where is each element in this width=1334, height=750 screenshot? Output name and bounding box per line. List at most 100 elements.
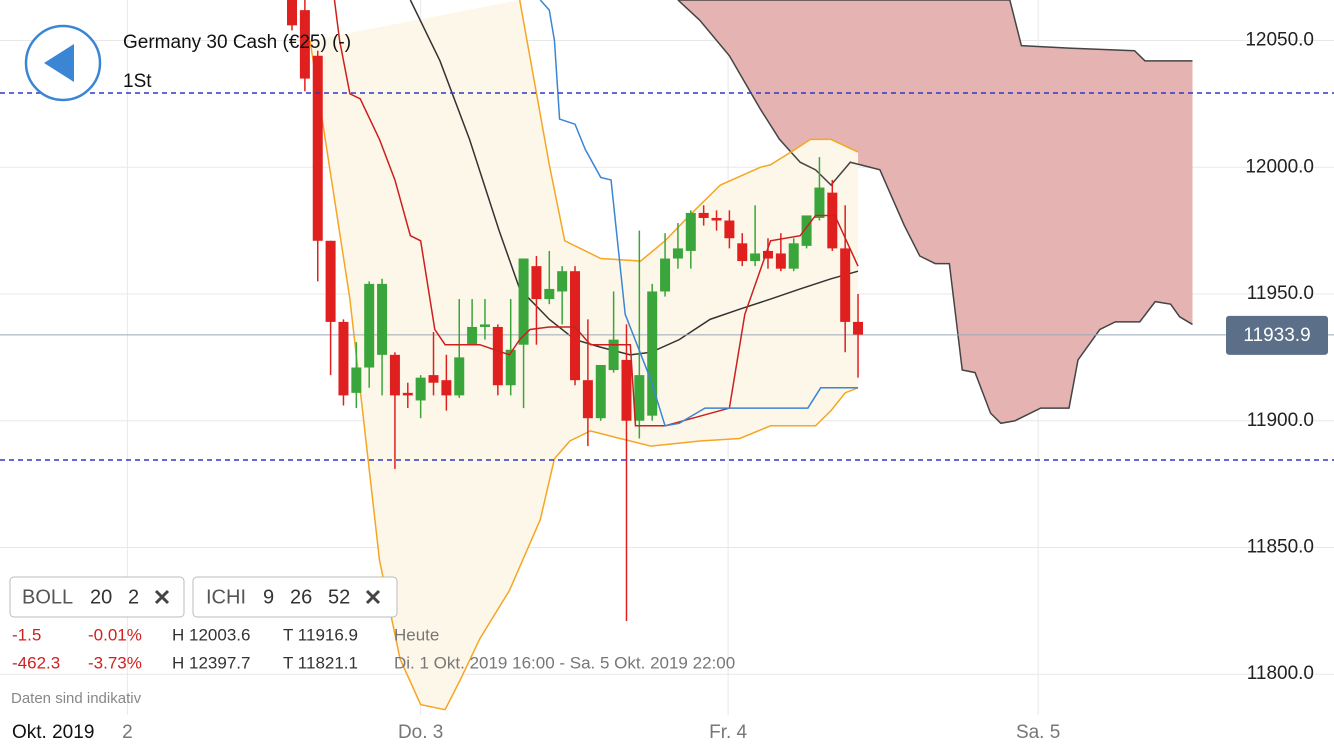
- bollinger-lower: [309, 40, 859, 711]
- candle-body: [351, 367, 362, 393]
- candle-body: [840, 248, 851, 322]
- y-tick-label: 11850.0: [1247, 536, 1314, 557]
- stat: -1.5: [12, 625, 41, 644]
- indicator-box[interactable]: [9, 576, 185, 618]
- axis-labels: 11800.0 11850.0 11900.0 11950.0 12000.0 12050…: [122, 30, 1328, 743]
- candle-body: [698, 212, 709, 218]
- cloud-span-b: [677, 0, 1193, 425]
- stat: H 12397.7: [172, 653, 250, 672]
- indicator-param: 20: [90, 586, 112, 608]
- last-price-box: [1226, 315, 1328, 355]
- candle-body: [685, 212, 696, 251]
- candle-body: [570, 271, 581, 381]
- candle-body: [479, 324, 490, 327]
- candle-body: [338, 321, 349, 396]
- candle-body: [582, 380, 593, 419]
- plot-area: [0, 0, 1334, 711]
- indicator-name: ICHI: [206, 586, 246, 608]
- y-tick-label: 12000.0: [1245, 156, 1314, 177]
- stat: T 11821.1: [283, 653, 358, 672]
- candle-body: [647, 291, 658, 416]
- x-tick-label: Fr. 4: [709, 722, 747, 743]
- candle-body: [853, 321, 864, 335]
- candle-body: [557, 271, 568, 292]
- remove-icon[interactable]: [365, 589, 381, 605]
- candle-body: [814, 187, 825, 218]
- candle-body: [454, 357, 465, 396]
- stat: Di. 1 Okt. 2019 16:00 - Sa. 5 Okt. 2019 …: [394, 653, 735, 672]
- y-tick-label: 11800.0: [1247, 663, 1314, 684]
- cloud-fill: [677, 0, 1193, 424]
- indicator-boll[interactable]: BOLL 20 2: [9, 576, 185, 618]
- period-box: [0, 716, 116, 750]
- candle-body: [364, 283, 375, 368]
- candle-body: [775, 253, 786, 269]
- candle-body: [402, 392, 413, 396]
- candle-body: [621, 359, 632, 421]
- candle-body: [672, 248, 683, 259]
- indicator-name: BOLL: [22, 586, 73, 608]
- stat: -462.3: [12, 653, 60, 672]
- stat: H 12003.6: [172, 625, 250, 644]
- candle-body: [287, 0, 298, 26]
- stat: -3.73%: [88, 653, 142, 672]
- candle-body: [325, 240, 336, 322]
- candle-body: [299, 10, 310, 79]
- candle-body: [377, 283, 388, 355]
- remove-icon[interactable]: [154, 589, 170, 605]
- ichimoku-tenkan: [333, 0, 859, 427]
- indicator-param: 2: [128, 586, 139, 608]
- candle-body: [750, 253, 761, 262]
- candle-body: [788, 243, 799, 269]
- ichimoku-kijun: [539, 0, 859, 427]
- instrument-title: Germany 30 Cash (€25) (-): [123, 32, 351, 53]
- candle-body: [762, 250, 773, 259]
- y-tick-label: 12050.0: [1245, 30, 1314, 51]
- stats: -1.5 -0.01% H 12003.6 T 11916.9 Heute -462.3 -…: [12, 625, 735, 672]
- candle-body: [801, 215, 812, 246]
- x-tick-label: Sa. 5: [1016, 722, 1060, 743]
- cloud-span-a: [677, 0, 1193, 62]
- candle-body: [428, 375, 439, 383]
- indicator-box[interactable]: [192, 576, 398, 618]
- candle-body: [415, 377, 426, 401]
- candle-body: [634, 375, 645, 421]
- stat: -0.01%: [88, 625, 142, 644]
- x-tick-label: Do. 3: [398, 722, 443, 743]
- y-tick-label: 11950.0: [1247, 283, 1314, 304]
- candle-body: [505, 349, 516, 386]
- candle-body: [441, 380, 452, 396]
- candle-body: [608, 339, 619, 371]
- last-price-label: 11933.9: [1243, 325, 1310, 346]
- bollinger-upper: [518, 0, 859, 262]
- candle-body: [312, 55, 323, 241]
- candle-body: [711, 217, 722, 221]
- y-tick-label: 11900.0: [1247, 410, 1314, 431]
- candle-body: [531, 266, 542, 300]
- candle-body: [595, 364, 606, 419]
- period-label: Okt. 2019: [12, 722, 94, 743]
- candle-body: [389, 354, 400, 396]
- interval: 1St: [123, 71, 152, 92]
- indicator-ichi[interactable]: ICHI 9 26 52: [192, 576, 398, 618]
- candle-body: [544, 288, 555, 300]
- candle-body: [724, 220, 735, 239]
- disclaimer: Daten sind indikativ: [11, 690, 142, 707]
- candle-body: [518, 258, 529, 345]
- candle-body: [492, 326, 503, 386]
- stat: Heute: [394, 625, 439, 644]
- candle-body: [660, 258, 671, 292]
- candle-body: [467, 326, 478, 345]
- back-button[interactable]: [24, 24, 102, 102]
- candle-body: [737, 243, 748, 262]
- indicator-param: 9: [263, 586, 274, 608]
- back-arrow[interactable]: [44, 44, 74, 82]
- stat: T 11916.9: [283, 625, 358, 644]
- band-fill: [310, 0, 859, 710]
- x-tick-label: 2: [122, 722, 133, 743]
- indicator-param: 52: [328, 586, 350, 608]
- indicator-param: 26: [290, 586, 312, 608]
- candle-body: [827, 192, 838, 249]
